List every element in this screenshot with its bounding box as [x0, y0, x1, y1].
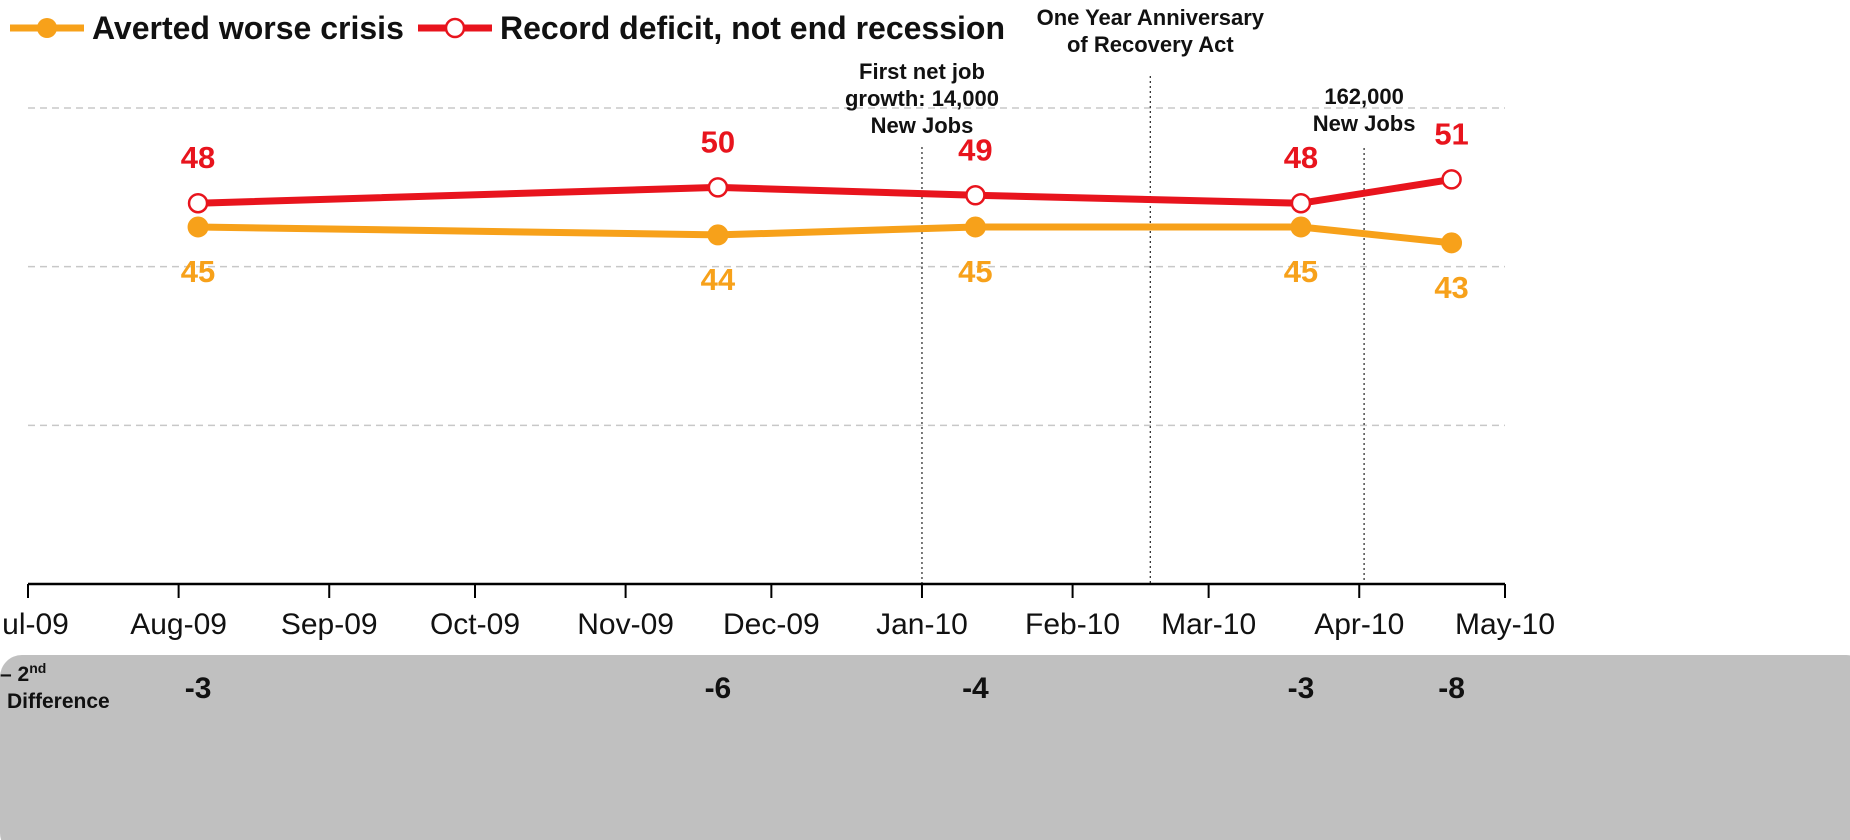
annotation-text: First net job	[859, 59, 985, 84]
series-point	[707, 177, 729, 198]
data-label: 49	[958, 132, 992, 167]
difference-value: -4	[962, 672, 989, 705]
series-point	[1290, 192, 1312, 214]
x-tick-label: Apr-10	[1314, 608, 1404, 641]
x-tick-label: Oct-09	[430, 608, 520, 641]
x-tick-label: Dec-09	[723, 608, 820, 641]
data-label: 50	[701, 124, 735, 159]
difference-value: -8	[1438, 672, 1465, 705]
annotation-text: One Year Anniversary	[1037, 5, 1265, 30]
series-point	[187, 192, 209, 214]
x-tick-label: Jan-10	[876, 608, 968, 641]
series-point	[964, 216, 986, 238]
series-line-1	[197, 175, 1453, 207]
difference-value: -3	[185, 672, 212, 705]
data-label: 45	[958, 254, 992, 289]
series-point	[187, 216, 209, 238]
legend-marker	[37, 18, 57, 38]
difference-band	[0, 655, 1850, 840]
data-label: 51	[1434, 116, 1468, 151]
difference-title: Difference	[7, 690, 110, 713]
data-label: 43	[1434, 270, 1468, 305]
data-label: 48	[181, 140, 215, 175]
data-label: 45	[1284, 254, 1318, 289]
annotation-text: New Jobs	[1313, 111, 1416, 136]
x-tick-label: Nov-09	[577, 608, 674, 641]
series-point	[1441, 232, 1463, 254]
legend-marker	[444, 17, 466, 39]
annotation-text: 162,000	[1324, 84, 1404, 109]
legend-label: Averted worse crisis	[92, 10, 404, 46]
legend-label: Record deficit, not end recession	[500, 10, 1005, 46]
x-tick-label: Aug-09	[130, 608, 227, 641]
difference-value: -3	[1288, 672, 1315, 705]
x-tick-label: Sep-09	[281, 608, 378, 641]
series-point	[707, 224, 729, 246]
annotation-text: growth: 14,000	[845, 86, 999, 111]
series-lines: 45 44 45 45 43 48 50 49 48 51	[181, 116, 1469, 304]
series-point	[1290, 216, 1312, 238]
gridlines	[28, 107, 1505, 427]
series-point	[965, 185, 986, 206]
data-label: 44	[701, 262, 736, 297]
difference-title-superscript: nd	[29, 660, 46, 676]
x-tick-label: May-10	[1455, 608, 1555, 641]
legend: Averted worse crisis Record deficit, not …	[10, 10, 1005, 46]
x-axis: Jul-09 Aug-09 Sep-09 Oct-09 Nov-09 Dec-09 Jan-…	[0, 582, 1555, 641]
data-label: 48	[1284, 140, 1318, 175]
series-line-0	[197, 223, 1452, 247]
x-tick-label: Feb-10	[1025, 608, 1120, 641]
annotation-text: New Jobs	[871, 113, 974, 138]
series-point	[1441, 169, 1462, 190]
x-tick-label: Jul-09	[0, 608, 69, 641]
difference-value: -6	[705, 672, 732, 705]
data-label: 45	[181, 254, 215, 289]
annotation-text: of Recovery Act	[1067, 32, 1234, 57]
x-tick-label: Mar-10	[1161, 608, 1256, 641]
